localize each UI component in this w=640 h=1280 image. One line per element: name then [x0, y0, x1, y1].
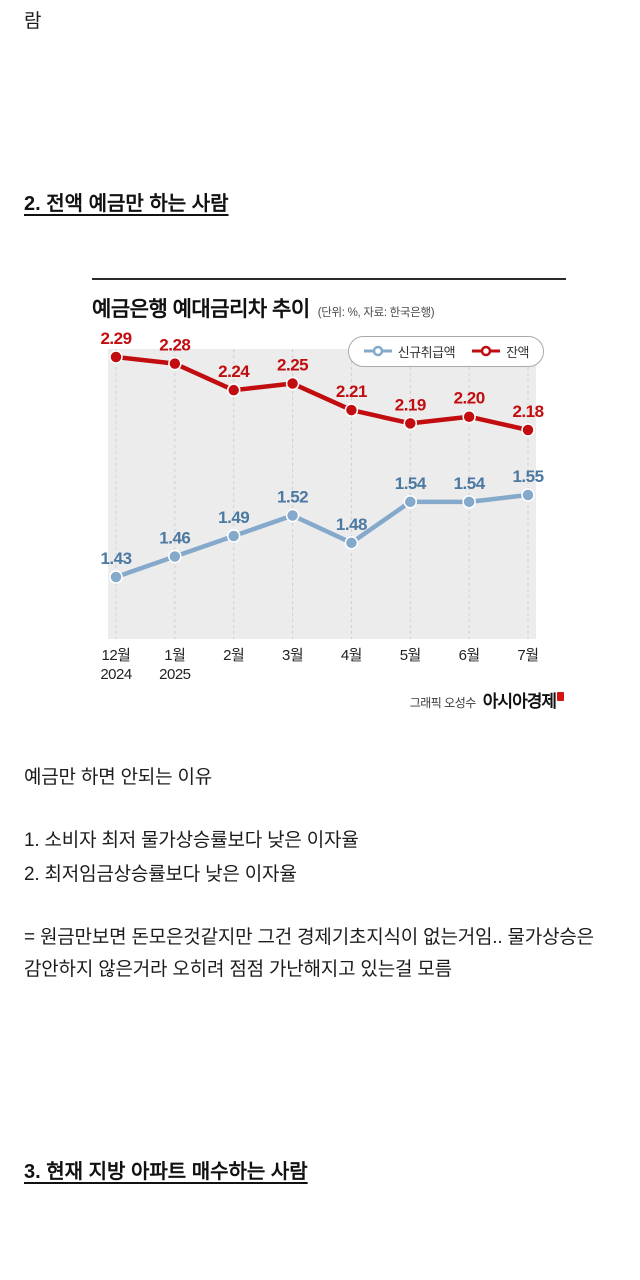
- line-chart: 1.43 1.46 1.49 1.52 1.48 1.54 1.54 1.55 2.29 2.28…: [100, 329, 544, 679]
- svg-text:1.54: 1.54: [395, 473, 427, 492]
- list-item: 2. 최저임금상승률보다 낮은 이자율: [24, 863, 297, 885]
- svg-text:1.43: 1.43: [100, 549, 131, 568]
- svg-text:2024: 2024: [100, 666, 132, 679]
- svg-text:2.24: 2.24: [218, 362, 250, 381]
- text-fragment: 람: [24, 11, 42, 32]
- paragraph: 예금만 하면 안되는 이유: [24, 766, 213, 788]
- svg-text:5월: 5월: [400, 647, 421, 664]
- svg-text:1.49: 1.49: [218, 508, 249, 527]
- list-item: 1. 소비자 최저 물가상승률보다 낮은 이자율: [24, 829, 359, 851]
- credit-text: 그래픽 오성수: [409, 695, 477, 710]
- legend-item: 신규취급액: [363, 342, 456, 361]
- legend-label: 신규취급액: [397, 344, 456, 360]
- publisher-logo: 아시아경제: [483, 687, 564, 712]
- svg-text:2.25: 2.25: [277, 355, 308, 374]
- svg-text:1.48: 1.48: [336, 514, 367, 533]
- paragraph: = 원금만보면 돈모은것같지만 그건 경제기초지식이 없는거임.. 물가상승은 …: [24, 927, 594, 981]
- article-body: 예금만 하면 안되는 이유 1. 소비자 최저 물가상승률보다 낮은 이자율 2…: [24, 762, 616, 987]
- chart-block: 예금은행 예대금리차 추이 (단위: %, 자료: 한국은행) 신규취급액 잔액 …: [92, 277, 566, 712]
- reason-list: 1. 소비자 최저 물가상승률보다 낮은 이자율 2. 최저임금상승률보다 낮은…: [24, 824, 616, 892]
- svg-text:6월: 6월: [459, 647, 480, 664]
- svg-text:2.20: 2.20: [454, 388, 485, 407]
- section-heading-2: 2. 전액 예금만 하는 사람: [24, 192, 229, 215]
- svg-text:1월: 1월: [164, 647, 185, 664]
- svg-text:1.54: 1.54: [454, 473, 486, 492]
- chart-unit-note: (단위: %, 자료: 한국은행): [317, 306, 435, 319]
- legend-line-marker-icon: [472, 345, 501, 357]
- publisher-logo-mark: [557, 691, 564, 701]
- svg-text:4월: 4월: [341, 647, 362, 664]
- chart-title: 예금은행 예대금리차 추이: [92, 297, 310, 321]
- section-heading-3: 3. 현재 지방 아파트 매수하는 사람: [24, 1160, 308, 1183]
- svg-text:2.29: 2.29: [100, 329, 131, 348]
- chart-credit: 그래픽 오성수 아시아경제: [92, 687, 564, 712]
- svg-text:2.21: 2.21: [336, 382, 367, 401]
- svg-text:2.28: 2.28: [159, 335, 190, 354]
- svg-text:2.19: 2.19: [395, 395, 426, 414]
- svg-text:1.55: 1.55: [512, 467, 543, 486]
- legend-line-marker-icon: [363, 345, 392, 357]
- svg-text:2025: 2025: [159, 666, 191, 679]
- chart-title-row: 예금은행 예대금리차 추이 (단위: %, 자료: 한국은행): [92, 293, 566, 323]
- legend-item: 잔액: [471, 342, 529, 361]
- svg-text:2.18: 2.18: [512, 402, 543, 421]
- svg-text:3월: 3월: [282, 647, 303, 664]
- legend-label: 잔액: [506, 344, 529, 360]
- svg-text:1.46: 1.46: [159, 528, 190, 547]
- svg-text:7월: 7월: [517, 647, 538, 664]
- svg-text:12월: 12월: [102, 647, 131, 664]
- svg-text:1.52: 1.52: [277, 487, 308, 506]
- svg-text:2월: 2월: [223, 647, 244, 664]
- chart-legend: 신규취급액 잔액: [347, 335, 544, 367]
